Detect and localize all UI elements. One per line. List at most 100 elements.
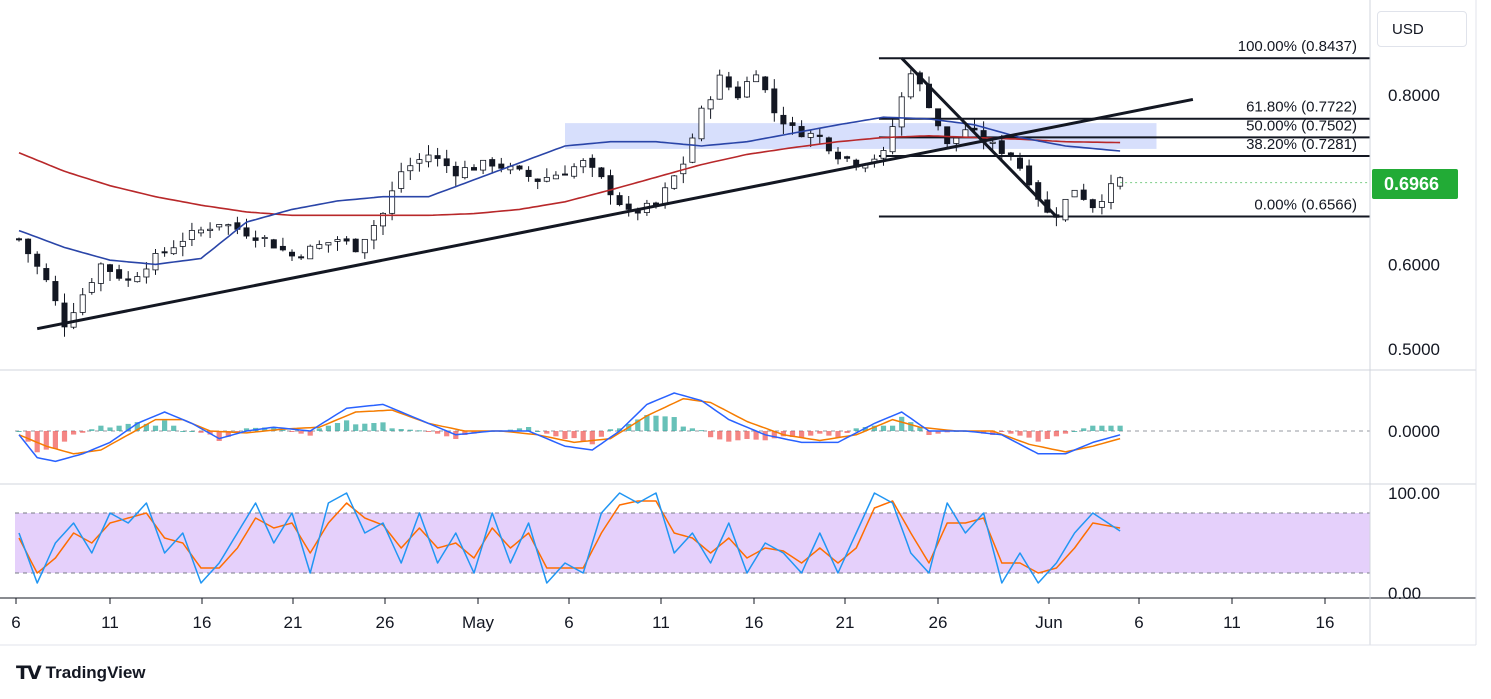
macd-histogram-bar — [990, 431, 996, 435]
tradingview-logo[interactable]: TV TradingView — [16, 662, 146, 684]
time-axis-label: 26 — [376, 613, 395, 632]
macd-histogram-bar — [344, 420, 350, 431]
macd-histogram-bar — [371, 423, 377, 431]
macd-histogram-bar — [617, 428, 623, 431]
candle-body — [425, 154, 432, 163]
candle-body — [443, 158, 450, 167]
macd-histogram-bar — [1035, 431, 1041, 442]
candle-body — [416, 159, 423, 164]
resistance-zone — [565, 123, 1157, 149]
candle-body — [480, 159, 487, 171]
macd-histogram-bar — [380, 422, 386, 431]
candle-body — [1080, 189, 1087, 200]
macd-histogram-bar — [189, 431, 195, 432]
candle-body — [998, 140, 1005, 154]
candle-body — [562, 173, 569, 176]
macd-histogram-bar — [389, 428, 395, 431]
time-axis-label: 16 — [1316, 613, 1335, 632]
macd-histogram-bar — [134, 422, 140, 431]
macd-histogram-bar — [717, 431, 723, 440]
macd-histogram-bar — [571, 431, 577, 439]
candle-body — [498, 163, 505, 169]
macd-histogram-bar — [917, 427, 923, 431]
time-axis-label: 11 — [652, 613, 670, 632]
candle-body — [279, 245, 286, 251]
macd-histogram-bar — [444, 431, 450, 437]
stochastic-axis-label: 0.00 — [1388, 584, 1421, 603]
macd-histogram-bar — [1026, 431, 1032, 438]
candle-body — [889, 126, 896, 153]
candle-body — [880, 150, 887, 159]
candle-body — [552, 174, 559, 180]
macd-histogram-bar — [789, 431, 796, 437]
macd-histogram-bar — [799, 431, 805, 438]
candle-body — [489, 159, 496, 167]
candle-body — [15, 238, 22, 241]
macd-histogram-bar — [680, 426, 686, 431]
candle-body — [589, 157, 596, 168]
macd-histogram-bar — [780, 431, 786, 437]
macd-histogram-bar — [1090, 425, 1096, 431]
candle-body — [161, 251, 168, 254]
macd-histogram-bar — [1072, 431, 1078, 432]
candle-body — [662, 187, 669, 204]
macd-histogram-bar — [316, 428, 322, 431]
macd-histogram-bar — [425, 431, 432, 432]
macd-histogram-bar — [362, 423, 368, 431]
stochastic-axis-label: 100.00 — [1388, 484, 1440, 503]
candle-body — [1017, 157, 1024, 169]
trendline-ascending-support — [36, 97, 1194, 331]
candle-body — [598, 167, 605, 178]
candle-body — [744, 81, 751, 98]
fib-level-label: 61.80% (0.7722) — [1246, 99, 1357, 116]
macd-histogram-bar — [225, 431, 231, 437]
candle-body — [434, 155, 441, 159]
currency-selector[interactable]: USD — [1377, 11, 1467, 47]
candle-body — [1089, 199, 1096, 209]
stochastic-k-line — [18, 492, 1121, 584]
macd-histogram-bar — [125, 423, 131, 431]
candle-body — [780, 114, 787, 125]
candle-body — [716, 74, 723, 100]
candle-body — [944, 126, 951, 145]
macd-histogram-bar — [1044, 431, 1050, 439]
macd-histogram-bar — [844, 431, 850, 433]
macd-histogram-bar — [1017, 431, 1023, 436]
macd-histogram-bar — [544, 431, 550, 434]
macd-histogram-bar — [826, 431, 832, 436]
candle-body — [243, 227, 250, 237]
candle-body — [789, 122, 796, 126]
candle-body — [470, 167, 477, 171]
macd-histogram-bar — [553, 431, 559, 437]
pane-frame — [0, 0, 1477, 646]
time-axis-label: 6 — [1134, 613, 1143, 632]
macd-histogram-bar — [271, 427, 277, 431]
candle-body — [707, 99, 714, 110]
candle-body — [734, 86, 741, 99]
candle-body — [143, 268, 150, 278]
time-axis-label: 21 — [284, 613, 303, 632]
candle-body — [607, 175, 614, 196]
time-axis-label: 11 — [101, 613, 119, 632]
macd-histogram-bar — [899, 416, 905, 431]
candle-body — [352, 238, 359, 253]
candle-body — [307, 245, 314, 260]
currency-label: USD — [1392, 21, 1424, 38]
time-axis-label: 6 — [11, 613, 20, 632]
candle-body — [580, 160, 587, 168]
macd-histogram-bar — [753, 431, 759, 440]
macd-histogram-bar — [152, 425, 159, 431]
candle-body — [343, 238, 350, 242]
macd-histogram-bar — [662, 416, 668, 431]
time-axis-label: 26 — [929, 613, 948, 632]
macd-histogram-bar — [107, 427, 113, 431]
candle-body — [225, 224, 232, 227]
macd-histogram-bar — [880, 425, 887, 431]
candle-body — [534, 178, 541, 182]
macd-histogram-bar — [708, 431, 714, 438]
macd-histogram-bar — [325, 425, 331, 431]
macd-histogram-bar — [589, 431, 595, 445]
candle-body — [1026, 165, 1033, 186]
macd-line — [18, 392, 1121, 463]
macd-histogram-bar — [871, 425, 877, 431]
